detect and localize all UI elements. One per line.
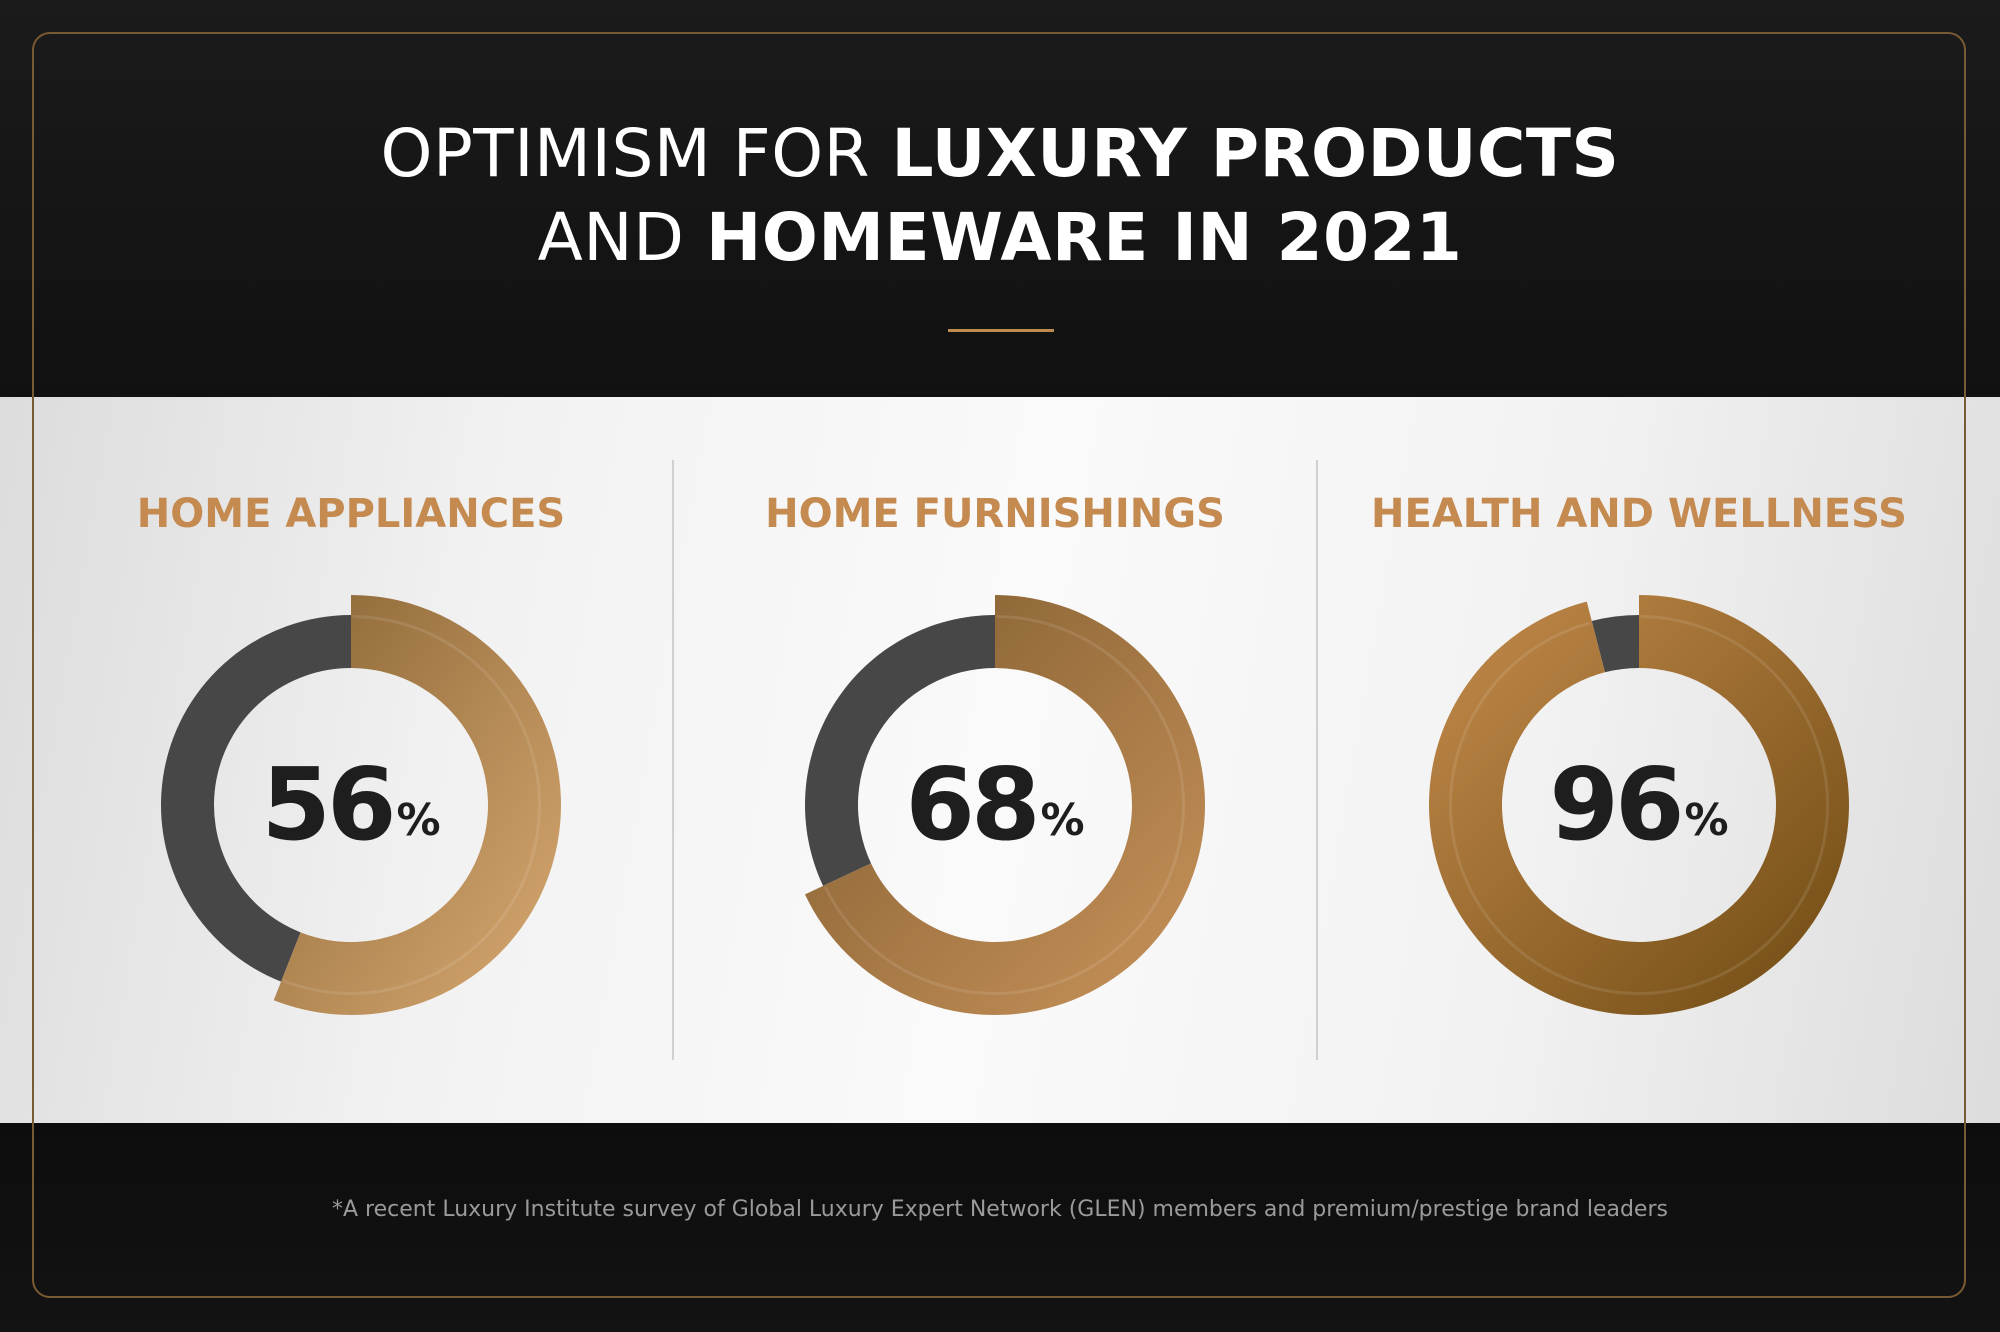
- donut-remainder-segment: [805, 615, 995, 886]
- panel-title-home-appliances: HOME APPLIANCES: [136, 491, 566, 537]
- percentage-label: 96%: [1419, 585, 1859, 1025]
- column-divider-2: [1316, 460, 1318, 1060]
- donut-value-segment: [1429, 595, 1849, 1015]
- footnote: *A recent Luxury Institute survey of Glo…: [332, 1197, 1668, 1222]
- donut-value-segment: [273, 595, 561, 1015]
- percent-sign: %: [1684, 794, 1729, 846]
- donut-value-segment: [804, 595, 1205, 1015]
- donut-svg-home-furnishings: [804, 595, 1205, 1015]
- panel-home-furnishings: HOME FURNISHINGS 68%: [674, 397, 1316, 1123]
- panel-title-home-furnishings: HOME FURNISHINGS: [765, 491, 1225, 537]
- panel-title-health-and-wellness: HEALTH AND WELLNESS: [1371, 491, 1907, 537]
- footer-band: [0, 1123, 2000, 1332]
- title-line1-bold: LUXURY PRODUCTS: [891, 115, 1620, 192]
- title-line-1: OPTIMISM FOR LUXURY PRODUCTS: [0, 112, 2000, 196]
- percentage-value: 68: [905, 746, 1040, 863]
- title-divider: [948, 329, 1054, 332]
- title-line1-light: OPTIMISM FOR: [380, 115, 892, 192]
- donut-svg-home-appliances: [160, 595, 561, 1015]
- percentage-label: 56%: [131, 585, 571, 1025]
- percentage-label: 68%: [775, 585, 1215, 1025]
- column-divider-1: [672, 460, 674, 1060]
- page-title: OPTIMISM FOR LUXURY PRODUCTS AND HOMEWAR…: [0, 112, 2000, 280]
- percentage-value: 96: [1549, 746, 1684, 863]
- percentage-value: 56: [261, 746, 396, 863]
- donut-remainder-segment: [160, 615, 351, 982]
- donut-svg-health-and-wellness: [1429, 595, 1849, 1015]
- donut-chart-home-furnishings: 68%: [775, 585, 1215, 1025]
- percent-sign: %: [396, 794, 441, 846]
- title-line-2: AND HOMEWARE IN 2021: [0, 196, 2000, 280]
- donut-chart-home-appliances: 56%: [131, 585, 571, 1025]
- donut-chart-health-and-wellness: 96%: [1419, 585, 1859, 1025]
- panel-home-appliances: HOME APPLIANCES 56%: [30, 397, 672, 1123]
- title-line2-bold: HOMEWARE IN 2021: [705, 199, 1463, 276]
- panel-health-and-wellness: HEALTH AND WELLNESS 96%: [1318, 397, 1960, 1123]
- percent-sign: %: [1040, 794, 1085, 846]
- donut-remainder-segment: [1591, 615, 1639, 673]
- title-line2-light: AND: [537, 199, 706, 276]
